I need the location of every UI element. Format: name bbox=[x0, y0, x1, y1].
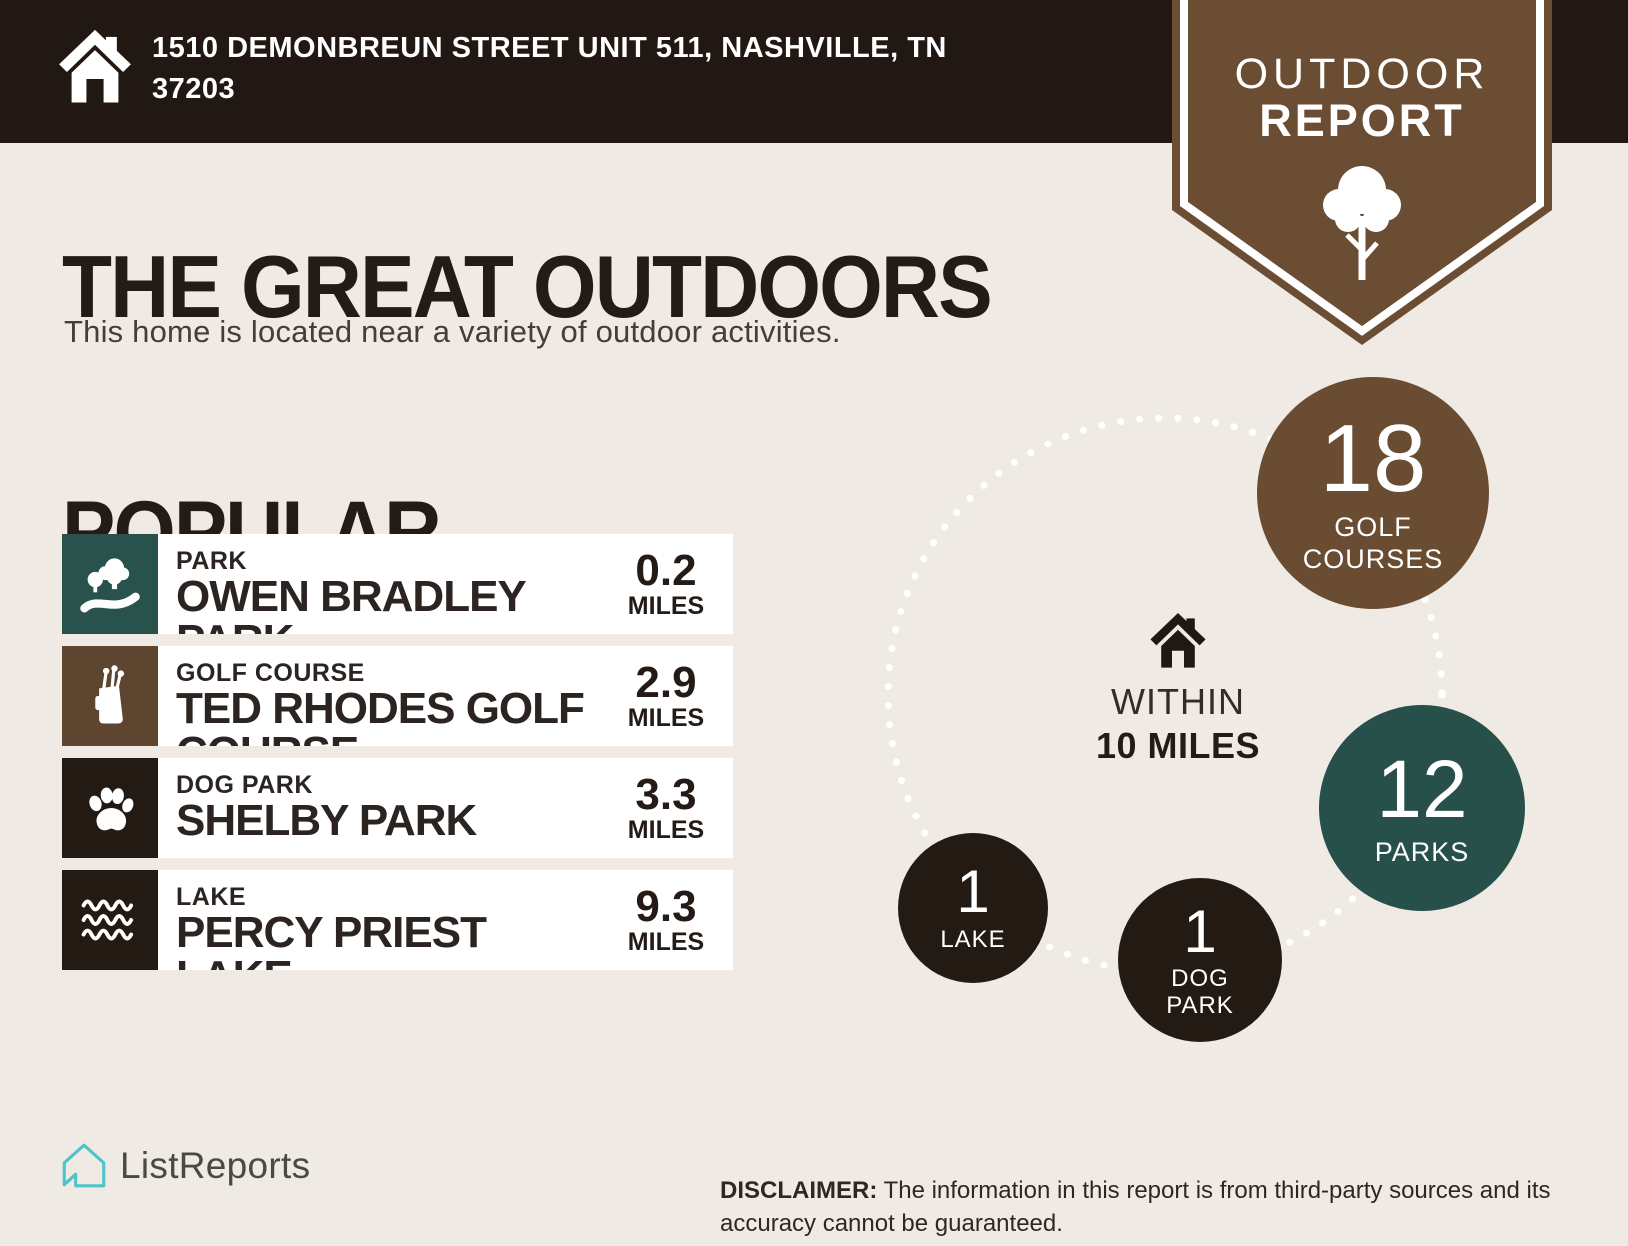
stat-label: DOG PARK bbox=[1166, 964, 1234, 1019]
stat-value: 1 bbox=[1183, 897, 1217, 965]
stat-lake: 1 LAKE bbox=[898, 833, 1048, 983]
item-category: LAKE bbox=[176, 883, 247, 911]
stat-value: 1 bbox=[956, 858, 990, 925]
property-address: 1510 DEMONBREUN STREET UNIT 511, NASHVIL… bbox=[152, 28, 1132, 110]
address-line-2: 37203 bbox=[152, 73, 236, 105]
item-distance-unit: MILES bbox=[627, 591, 705, 620]
paw-icon bbox=[62, 758, 158, 858]
item-category: PARK bbox=[176, 547, 247, 575]
popular-list: PARK OWEN BRADLEY PARK 0.2 MILES bbox=[62, 534, 733, 982]
stat-golf-courses: 18 GOLF COURSES bbox=[1257, 377, 1489, 609]
item-distance: 0.2 bbox=[635, 545, 697, 595]
tree-icon bbox=[1323, 166, 1401, 280]
stat-parks: 12 PARKS bbox=[1319, 705, 1525, 911]
stat-label: LAKE bbox=[940, 926, 1006, 953]
within-distance: 10 MILES bbox=[1095, 725, 1261, 766]
listreports-logo: ListReports bbox=[58, 1140, 310, 1192]
stat-label: GOLF COURSES bbox=[1302, 512, 1444, 574]
page-subtitle: This home is located near a variety of o… bbox=[64, 314, 841, 349]
diagram-center: WITHIN 10 MILES bbox=[1058, 610, 1298, 767]
disclaimer: DISCLAIMER: The information in this repo… bbox=[720, 1174, 1560, 1240]
ribbon-line2: REPORT bbox=[1259, 95, 1465, 146]
list-item-park: PARK OWEN BRADLEY PARK 0.2 MILES bbox=[62, 534, 733, 634]
item-name: OWEN BRADLEY PARK bbox=[176, 572, 526, 635]
list-item-lake: LAKE PERCY PRIEST LAKE 9.3 MILES bbox=[62, 870, 733, 970]
golf-bag-icon bbox=[62, 646, 158, 746]
stat-label: PARKS bbox=[1374, 836, 1470, 867]
home-icon bbox=[59, 29, 131, 103]
home-icon bbox=[1150, 613, 1206, 668]
item-category: DOG PARK bbox=[176, 771, 313, 799]
within-label: WITHIN bbox=[1111, 681, 1245, 722]
address-line-1: 1510 DEMONBREUN STREET UNIT 511, NASHVIL… bbox=[152, 32, 947, 64]
dotted-radius-circle bbox=[884, 414, 1446, 976]
page-title: THE GREAT OUTDOORS bbox=[62, 236, 993, 336]
list-item-dog-park: DOG PARK SHELBY PARK 3.3 MILES bbox=[62, 758, 733, 858]
item-distance-unit: MILES bbox=[627, 927, 705, 956]
ribbon-line1: OUTDOOR bbox=[1235, 50, 1490, 98]
waves-icon bbox=[62, 870, 158, 970]
stat-value: 12 bbox=[1376, 743, 1468, 835]
item-category: GOLF COURSE bbox=[176, 659, 365, 687]
stat-dog-park: 1 DOG PARK bbox=[1118, 878, 1282, 1042]
item-name: PERCY PRIEST LAKE bbox=[176, 908, 487, 971]
disclaimer-label: DISCLAIMER: bbox=[720, 1177, 878, 1204]
item-name: SHELBY PARK bbox=[176, 796, 477, 845]
item-distance-unit: MILES bbox=[627, 815, 705, 844]
disclaimer-text: The information in this report is from t… bbox=[720, 1177, 1551, 1237]
outdoor-report-ribbon: OUTDOOR REPORT bbox=[1172, 0, 1552, 350]
item-distance: 3.3 bbox=[635, 769, 697, 819]
item-distance: 9.3 bbox=[635, 881, 697, 931]
park-icon bbox=[62, 534, 158, 634]
brand-name: ListReports bbox=[120, 1145, 311, 1186]
item-distance: 2.9 bbox=[635, 657, 697, 707]
item-distance-unit: MILES bbox=[627, 703, 705, 732]
item-name: TED RHODES GOLF COURSE bbox=[176, 684, 585, 747]
list-item-golf-course: GOLF COURSE TED RHODES GOLF COURSE 2.9 M… bbox=[62, 646, 733, 746]
listreports-house-pencil-icon bbox=[62, 1143, 106, 1188]
stat-value: 18 bbox=[1319, 405, 1427, 512]
